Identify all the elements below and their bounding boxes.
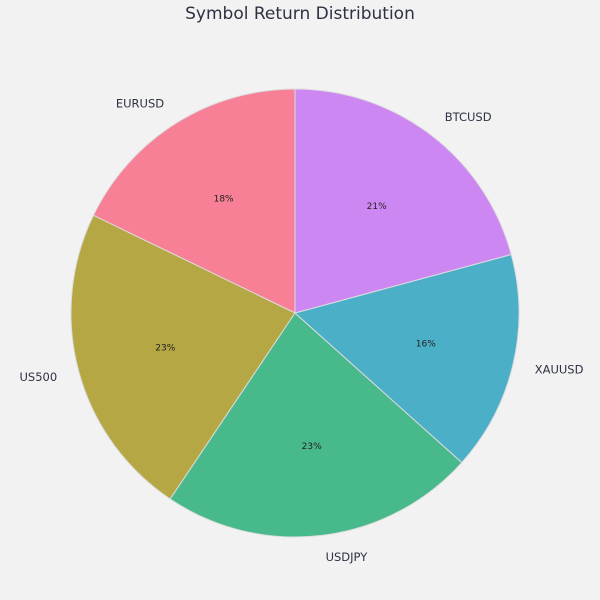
pie-slice-usdjpy: [169, 312, 463, 538]
pie-slice-us500: [70, 214, 296, 500]
pie-slices: [70, 88, 520, 538]
slice-label-usdjpy: USDJPY: [326, 550, 369, 564]
slice-label-us500: US500: [19, 370, 57, 384]
slice-label-xauusd: XAUUSD: [535, 362, 584, 376]
pie-slice-btcusd: [294, 88, 512, 314]
pie-labels: EURUSD 18% US500 23% USDJPY 23% XAUUSD 16% BTCUS…: [19, 97, 583, 564]
percent-label-us500: 23%: [155, 344, 175, 354]
percent-label-xauusd: 16%: [416, 340, 436, 350]
slice-label-eurusd: EURUSD: [116, 97, 164, 111]
pie-slice-xauusd: [293, 253, 520, 464]
slice-label-btcusd: BTCUSD: [445, 110, 492, 124]
pie-slice-eurusd: [92, 88, 296, 314]
percent-label-eurusd: 18%: [214, 195, 234, 205]
chart-title: Symbol Return Distribution: [185, 4, 415, 24]
percent-label-btcusd: 21%: [367, 202, 387, 212]
percent-label-usdjpy: 23%: [302, 442, 322, 452]
